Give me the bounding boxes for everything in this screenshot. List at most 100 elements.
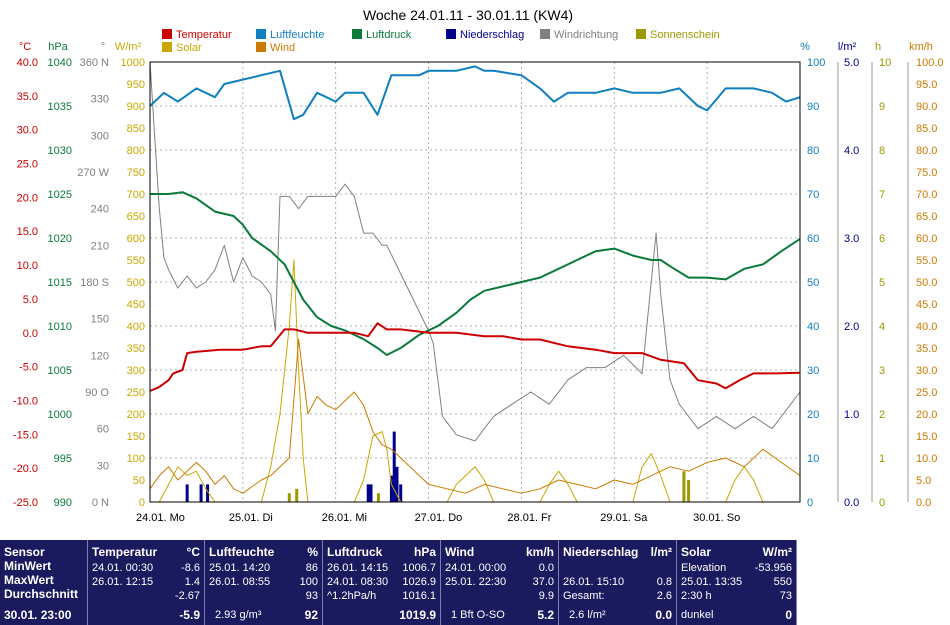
x-tick-label: 24.01. Mo xyxy=(136,512,185,524)
legend-label: Solar xyxy=(176,42,202,54)
winddir-tick: 180 S xyxy=(80,277,109,289)
winddir-tick: 90 O xyxy=(85,387,109,399)
pressure-tick: 1015 xyxy=(48,277,72,289)
niederschlag-bar xyxy=(395,466,399,502)
x-tick-label: 25.01. Di xyxy=(229,512,273,524)
humidity-tick: 20 xyxy=(807,409,819,421)
solar-max-time: 25.01. 13:35 xyxy=(681,576,743,588)
pressure-tick: 1005 xyxy=(48,365,72,377)
chart-title: Woche 24.01.11 - 30.01.11 (KW4) xyxy=(363,7,573,23)
winddir-tick: 150 xyxy=(91,314,109,326)
temp-tick: 20.0 xyxy=(17,192,38,204)
rain-tick: 3.0 xyxy=(844,233,859,245)
wind-tick: 70.0 xyxy=(916,189,937,201)
wind-tick: 0.0 xyxy=(916,497,931,509)
hum-min-time: 25.01. 14:20 xyxy=(209,562,271,574)
sun-tick: 2 xyxy=(879,409,885,421)
wind-tick: 75.0 xyxy=(916,167,937,179)
solar-tick: 800 xyxy=(127,145,145,157)
legend-label: Wind xyxy=(270,42,295,54)
solar-tick: 150 xyxy=(127,431,145,443)
sun-tick: 6 xyxy=(879,233,885,245)
hum-max-value: 100 xyxy=(299,576,318,588)
luftfeuchte-head: Luftfeuchte xyxy=(209,545,275,559)
temp-tick: 0.0 xyxy=(23,328,38,340)
niederschlag-bar xyxy=(185,484,189,502)
legend-swatch xyxy=(446,29,456,39)
rain-tick: 2.0 xyxy=(844,321,859,333)
legend-swatch xyxy=(162,42,172,52)
humidity-tick: 70 xyxy=(807,189,819,201)
solar-head: Solar xyxy=(681,545,712,559)
hum-max-time: 26.01. 08:55 xyxy=(209,576,271,588)
pressure-tick: 1020 xyxy=(48,233,72,245)
temp-tick: -20.0 xyxy=(13,463,38,475)
pressure-tick: 1000 xyxy=(48,409,72,421)
press-current-value: 1019.9 xyxy=(399,608,436,622)
axis-unit-temp: °C xyxy=(19,41,31,53)
legend-label: Niederschlag xyxy=(460,29,524,41)
niederschlag-bar xyxy=(366,484,370,502)
humidity-tick: 10 xyxy=(807,453,819,465)
temp-avg-value: -2.67 xyxy=(174,590,200,602)
temperatur-line xyxy=(149,322,801,392)
solar-tick: 850 xyxy=(127,123,145,135)
windrichtung-line xyxy=(149,61,801,442)
wind-tick: 60.0 xyxy=(916,233,937,245)
durchschnitt-label: Durchschnitt xyxy=(4,587,79,601)
rain-tick: 5.0 xyxy=(844,57,859,69)
legend-label: Luftdruck xyxy=(366,29,412,41)
wind-max-value: 37.0 xyxy=(532,576,554,588)
temp-tick: -15.0 xyxy=(13,429,38,441)
solar-tick: 450 xyxy=(127,299,145,311)
temp-tick: 30.0 xyxy=(17,125,38,137)
hum-min-value: 86 xyxy=(305,562,318,574)
humidity-tick: 100 xyxy=(807,57,825,69)
sensor-block: Sensor MinWert MaxWert Durchschnitt 30.0… xyxy=(0,540,88,625)
wind-tick: 30.0 xyxy=(916,365,937,377)
sun-tick: 10 xyxy=(879,57,891,69)
winddir-tick: 60 xyxy=(97,424,109,436)
solar-tick: 50 xyxy=(133,475,145,487)
legend-swatch xyxy=(256,42,266,52)
winddir-tick: 270 W xyxy=(77,167,109,179)
winddir-tick: 30 xyxy=(97,460,109,472)
temp-min-time: 24.01. 00:30 xyxy=(92,562,154,574)
solar-tick: 1000 xyxy=(121,57,145,69)
axis-unit-rain: l/m² xyxy=(838,41,857,53)
solar-tick: 200 xyxy=(127,409,145,421)
legend: Temperatur Luftfeuchte Luftdruck Niederschl… xyxy=(162,29,720,54)
wind-tick: 90.0 xyxy=(916,101,937,113)
wind-line xyxy=(149,338,801,494)
pressure-tick: 1040 xyxy=(48,57,72,69)
legend-swatch xyxy=(256,29,266,39)
press-min-value: 1006.7 xyxy=(402,562,436,574)
solar-tick: 400 xyxy=(127,321,145,333)
solar-unit: W/m² xyxy=(762,545,792,559)
wind-tick: 20.0 xyxy=(916,409,937,421)
temp-tick: 15.0 xyxy=(17,226,38,238)
rain-total-label: Gesamt: xyxy=(563,590,605,602)
legend-swatch xyxy=(162,29,172,39)
solar-tick: 750 xyxy=(127,167,145,179)
rain-tick: 4.0 xyxy=(844,145,859,157)
solar-tick: 600 xyxy=(127,233,145,245)
luftfeuchte-line xyxy=(149,65,801,121)
winddir-tick: 210 xyxy=(91,240,109,252)
temp-tick: 35.0 xyxy=(17,91,38,103)
wind-tick: 15.0 xyxy=(916,431,937,443)
wind-min-value: 0.0 xyxy=(538,562,554,574)
solar-tick: 650 xyxy=(127,211,145,223)
sonnenschein-bar xyxy=(682,471,686,502)
sonnenschein-bar xyxy=(295,488,299,502)
hum-avg-value: 93 xyxy=(305,590,318,602)
temperatur-head: Temperatur xyxy=(92,545,158,559)
x-tick-label: 28.01. Fr xyxy=(507,512,551,524)
sonnenschein-bar xyxy=(687,480,691,502)
stats-panel: Sensor MinWert MaxWert Durchschnitt 30.0… xyxy=(0,540,797,625)
solar-tick: 500 xyxy=(127,277,145,289)
sun-tick: 9 xyxy=(879,101,885,113)
legend-label: Windrichtung xyxy=(554,29,618,41)
x-tick-label: 29.01. Sa xyxy=(600,512,648,524)
solar-elevation-value: -53.956 xyxy=(754,562,792,574)
